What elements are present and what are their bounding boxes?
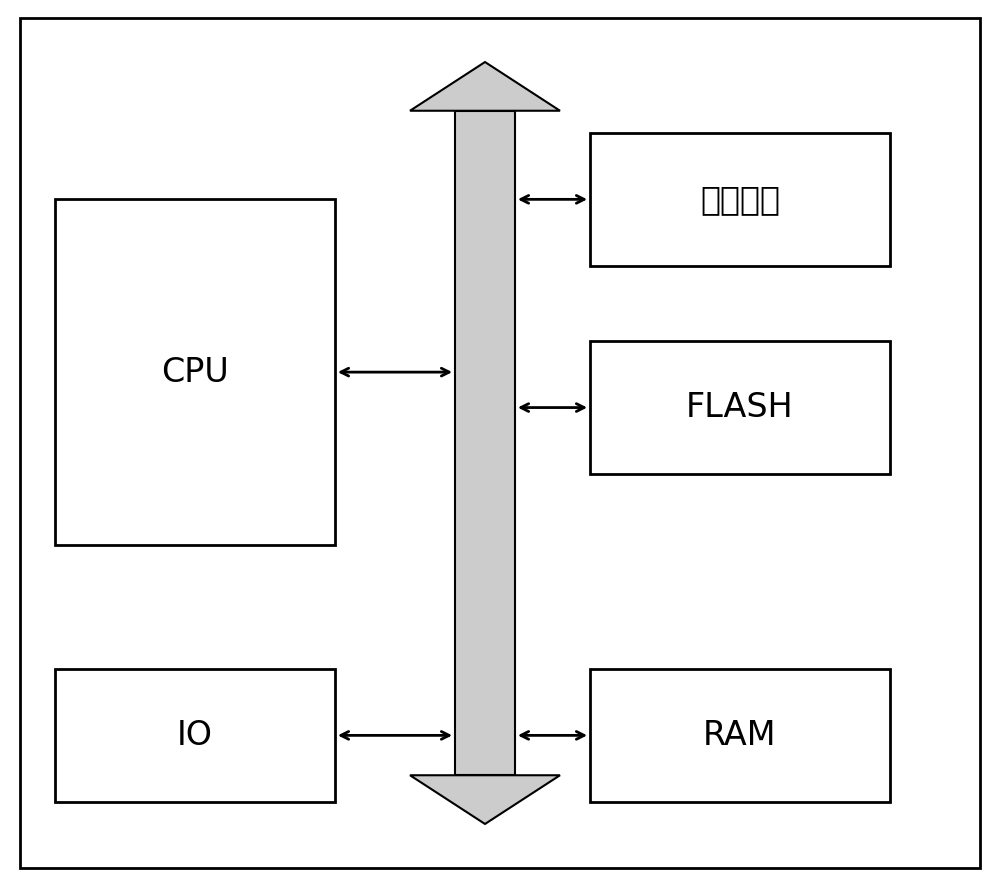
Bar xyxy=(55,669,335,802)
Bar xyxy=(55,199,335,545)
Polygon shape xyxy=(410,775,560,824)
Bar xyxy=(455,111,515,775)
Text: 网络通信: 网络通信 xyxy=(700,183,780,216)
Text: CPU: CPU xyxy=(161,355,229,389)
Text: FLASH: FLASH xyxy=(686,391,794,424)
Text: IO: IO xyxy=(177,719,213,752)
Bar xyxy=(590,341,890,474)
Polygon shape xyxy=(410,62,560,111)
Bar xyxy=(590,133,890,266)
Bar xyxy=(590,669,890,802)
Text: RAM: RAM xyxy=(703,719,777,752)
